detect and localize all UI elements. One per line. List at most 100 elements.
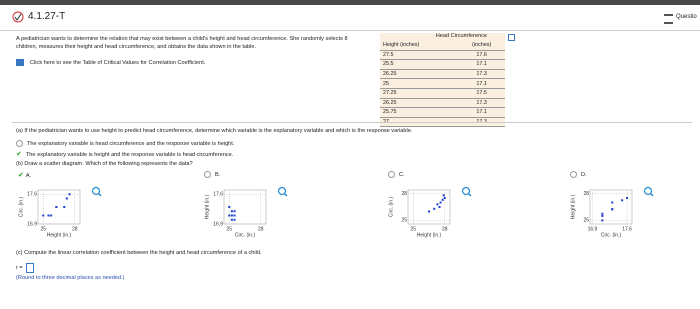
point <box>233 214 236 217</box>
answer-input[interactable] <box>26 263 34 273</box>
option-label: D. <box>581 171 587 178</box>
point <box>626 197 629 200</box>
x-tick-label: 28 <box>72 226 78 232</box>
point <box>611 201 614 204</box>
plot-area <box>37 189 81 225</box>
x-axis-label: Circ. (in.) <box>601 232 622 238</box>
part-a-option[interactable]: ✔ The explanatory variable is height and … <box>16 151 234 158</box>
point <box>621 199 624 202</box>
plot-area <box>223 189 267 225</box>
point <box>68 193 71 196</box>
input-label: r = <box>16 265 23 271</box>
x-tick-label: 25 <box>410 226 416 232</box>
option-text: The explanatory variable is head circumf… <box>27 140 235 147</box>
point <box>230 210 233 213</box>
table-cell: 25.75 <box>380 107 459 118</box>
question-title: 4.1.27-T <box>28 11 66 22</box>
zoom-icon[interactable] <box>643 186 653 196</box>
point <box>439 201 442 204</box>
point <box>230 218 233 221</box>
zoom-icon-handle <box>97 192 102 197</box>
x-tick-label: 17.6 <box>622 226 632 232</box>
table-cell: 27.5 <box>380 50 459 61</box>
point <box>601 214 604 217</box>
option-text: The explanatory variable is height and t… <box>25 152 234 158</box>
part-a-question: (a) If the pediatrician wants to use hei… <box>16 128 413 134</box>
menu-icon[interactable] <box>664 14 673 24</box>
table-header-top: Head Circumference <box>435 33 487 39</box>
part-a-option[interactable]: The explanatory variable is head circumf… <box>16 140 234 147</box>
point <box>65 197 68 200</box>
zoom-icon-handle <box>283 192 288 197</box>
option-label: B. <box>215 171 221 178</box>
table-cell: 17.3 <box>458 98 505 109</box>
point <box>55 206 58 208</box>
y-tick-label: 28 <box>401 191 407 197</box>
scatter-plot: 25 28 16.9 17.6 Height (in.) Circ. (in.) <box>18 186 102 238</box>
divider <box>12 122 692 123</box>
table-cell: 25 <box>380 78 459 89</box>
y-tick-label: 28 <box>583 191 589 197</box>
table-cell: 17.5 <box>458 88 505 99</box>
hint: (Round to three decimal places as needed… <box>16 275 125 281</box>
y-axis-label: Height (in.) <box>204 194 210 219</box>
x-axis-label: Height (in.) <box>417 232 442 238</box>
table: Height (inches) (inches) 27.5 17.6 25.5 17.1… <box>380 41 505 128</box>
option-b[interactable]: C. <box>388 171 405 178</box>
scatter-plot: 16.9 17.6 25 28 Circ. (in.) Height (in.) <box>570 186 654 238</box>
option-b[interactable]: ✔ A. <box>18 172 32 179</box>
table-cell: 17.1 <box>458 78 505 89</box>
plot-area <box>589 189 633 225</box>
point <box>233 210 236 213</box>
table-cell: 26.25 <box>380 69 459 80</box>
point <box>63 206 66 208</box>
data-table: Head Circumference Height (inches) (inche… <box>380 33 505 128</box>
x-tick-label: 28 <box>258 226 264 232</box>
option-b[interactable]: B. <box>204 171 220 178</box>
table-cell: 17.6 <box>458 50 505 61</box>
zoom-icon[interactable] <box>277 186 287 196</box>
copy-icon[interactable] <box>508 34 515 41</box>
point <box>228 214 231 217</box>
y-axis-label: Circ. (in.) <box>18 197 24 218</box>
column-header: Height (inches) <box>380 41 459 51</box>
zoom-icon-handle <box>467 192 472 197</box>
x-tick-label: 25 <box>226 226 232 232</box>
point <box>436 203 439 206</box>
table-cell: 17.1 <box>458 59 505 70</box>
point <box>42 214 45 217</box>
table-icon[interactable] <box>16 59 24 66</box>
y-tick-label: 17.6 <box>213 192 223 198</box>
point <box>601 219 604 222</box>
question-icon <box>12 11 24 23</box>
problem-text: A pediatrician wants to determine the re… <box>16 36 348 50</box>
x-axis-label: Circ. (in.) <box>235 232 256 238</box>
point <box>228 206 231 208</box>
y-tick-label: 25 <box>401 218 407 224</box>
point <box>428 210 430 213</box>
x-tick-label: 16.9 <box>588 226 598 232</box>
zoom-icon[interactable] <box>461 186 471 196</box>
critical-values-link[interactable]: Click here to see the Table of Critical … <box>30 60 206 66</box>
zoom-icon[interactable] <box>91 186 101 196</box>
part-c-question: (c) Compute the linear correlation coeff… <box>16 250 262 256</box>
y-tick-label: 16.9 <box>213 221 223 227</box>
option-label: A. <box>25 173 32 179</box>
column-header: (inches) <box>458 41 505 51</box>
point <box>233 218 236 221</box>
point <box>50 214 53 217</box>
option-b[interactable]: D. <box>570 171 587 178</box>
table-cell: 25.5 <box>380 59 459 70</box>
point <box>442 194 445 197</box>
table-cell: 26.25 <box>380 98 459 109</box>
menu-label[interactable]: Questio <box>676 14 697 20</box>
y-axis-label: Circ. (in.) <box>388 197 394 218</box>
point <box>441 198 444 201</box>
y-tick-label: 17.6 <box>27 192 37 198</box>
y-axis-label: Height (in.) <box>570 194 576 219</box>
option-label: C. <box>399 171 405 178</box>
point <box>433 207 436 210</box>
table-cell: 17.3 <box>458 69 505 80</box>
x-tick-label: 25 <box>40 226 46 232</box>
